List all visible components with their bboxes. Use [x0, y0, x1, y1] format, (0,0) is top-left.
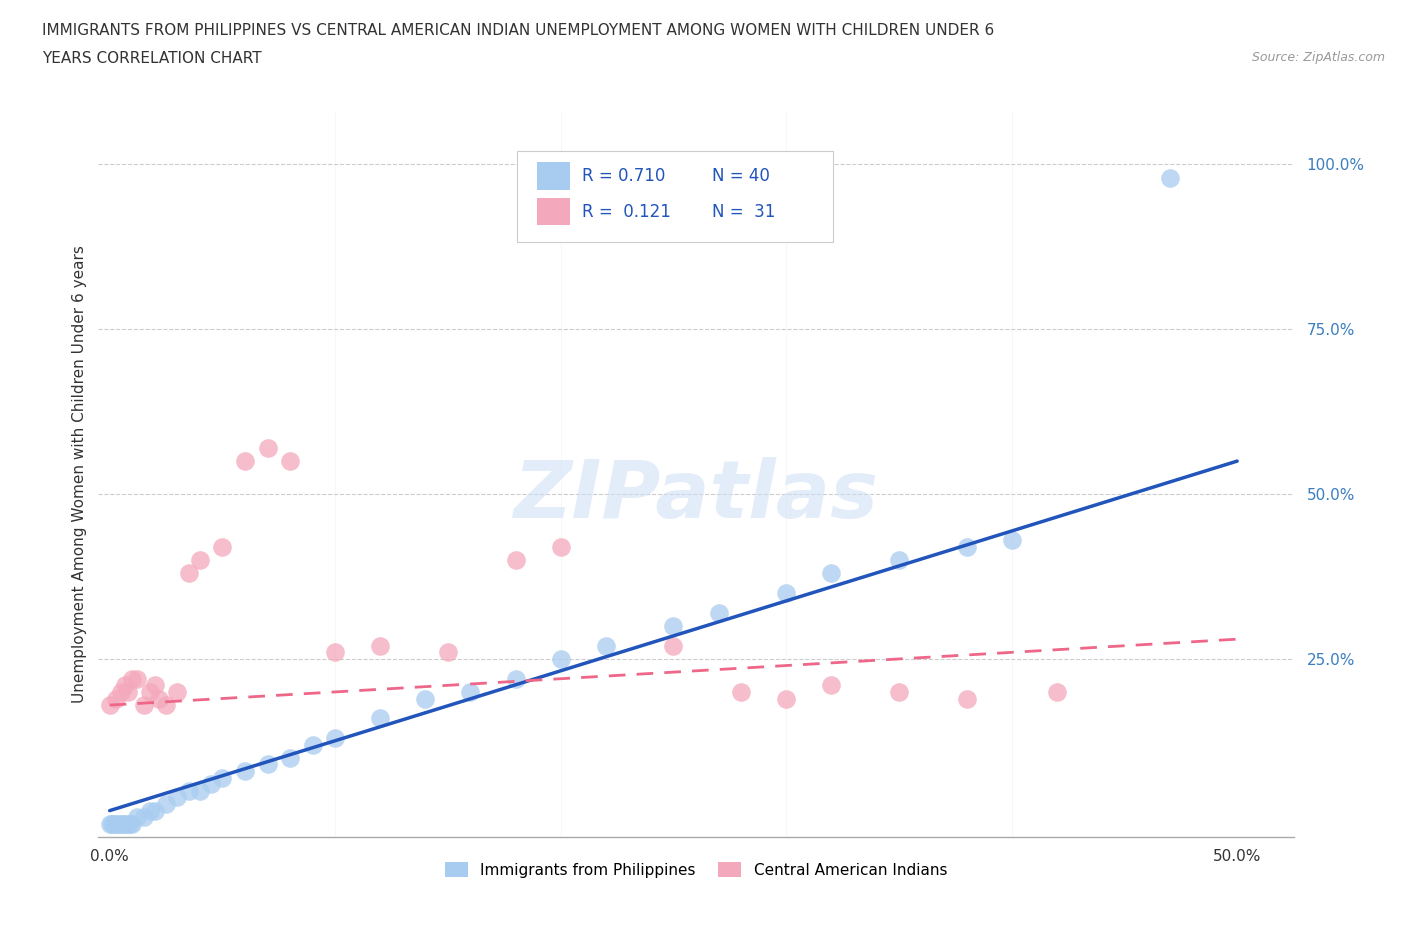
- Point: [211, 539, 233, 554]
- Point: [200, 777, 222, 791]
- Point: [550, 539, 572, 554]
- Point: [117, 684, 139, 699]
- Point: [707, 605, 730, 620]
- Point: [105, 691, 128, 706]
- Point: [368, 638, 391, 653]
- Text: ZIPatlas: ZIPatlas: [513, 457, 879, 535]
- Point: [820, 678, 842, 693]
- Point: [143, 804, 166, 818]
- Text: N =  31: N = 31: [711, 203, 775, 220]
- Text: R = 0.710: R = 0.710: [582, 167, 666, 185]
- Point: [177, 565, 200, 580]
- Point: [139, 804, 162, 818]
- Text: IMMIGRANTS FROM PHILIPPINES VS CENTRAL AMERICAN INDIAN UNEMPLOYMENT AMONG WOMEN : IMMIGRANTS FROM PHILIPPINES VS CENTRAL A…: [42, 23, 994, 38]
- Point: [887, 552, 910, 567]
- Point: [101, 817, 124, 831]
- Point: [166, 684, 188, 699]
- Point: [139, 684, 162, 699]
- Point: [211, 770, 233, 785]
- Point: [143, 678, 166, 693]
- Point: [256, 757, 278, 772]
- Point: [166, 790, 188, 804]
- Y-axis label: Unemployment Among Women with Children Under 6 years: Unemployment Among Women with Children U…: [72, 246, 87, 703]
- Point: [955, 539, 977, 554]
- Point: [278, 751, 301, 765]
- Point: [233, 764, 256, 778]
- Point: [114, 817, 136, 831]
- Text: Source: ZipAtlas.com: Source: ZipAtlas.com: [1251, 51, 1385, 64]
- Text: N = 40: N = 40: [711, 167, 769, 185]
- Legend: Immigrants from Philippines, Central American Indians: Immigrants from Philippines, Central Ame…: [439, 856, 953, 884]
- FancyBboxPatch shape: [537, 198, 571, 225]
- Point: [121, 671, 143, 686]
- Point: [550, 652, 572, 667]
- Point: [132, 810, 155, 825]
- Point: [505, 552, 527, 567]
- Point: [110, 817, 132, 831]
- Point: [662, 618, 685, 633]
- Point: [233, 454, 256, 469]
- Point: [107, 817, 129, 831]
- Point: [301, 737, 323, 752]
- Point: [125, 671, 148, 686]
- Point: [662, 638, 685, 653]
- FancyBboxPatch shape: [517, 152, 834, 242]
- Point: [595, 638, 617, 653]
- Point: [148, 691, 170, 706]
- Point: [1159, 170, 1181, 185]
- Point: [114, 678, 136, 693]
- Point: [105, 817, 128, 831]
- Point: [256, 441, 278, 456]
- Point: [110, 684, 132, 699]
- Point: [125, 810, 148, 825]
- Point: [278, 454, 301, 469]
- Point: [775, 691, 797, 706]
- Point: [437, 644, 460, 659]
- Point: [323, 644, 346, 659]
- Point: [118, 817, 141, 831]
- Point: [1001, 533, 1024, 548]
- Point: [103, 817, 125, 831]
- Text: YEARS CORRELATION CHART: YEARS CORRELATION CHART: [42, 51, 262, 66]
- Point: [820, 565, 842, 580]
- Point: [188, 783, 211, 798]
- Point: [775, 586, 797, 601]
- Point: [112, 817, 135, 831]
- Point: [460, 684, 482, 699]
- Point: [98, 817, 121, 831]
- Point: [188, 552, 211, 567]
- Point: [177, 783, 200, 798]
- Point: [368, 711, 391, 725]
- Point: [323, 731, 346, 746]
- Point: [955, 691, 977, 706]
- Text: R =  0.121: R = 0.121: [582, 203, 671, 220]
- Point: [132, 698, 155, 712]
- Point: [1046, 684, 1069, 699]
- Point: [98, 698, 121, 712]
- Point: [155, 797, 177, 812]
- Point: [730, 684, 752, 699]
- Point: [887, 684, 910, 699]
- Point: [121, 817, 143, 831]
- Point: [415, 691, 437, 706]
- Point: [155, 698, 177, 712]
- Point: [117, 817, 139, 831]
- Point: [505, 671, 527, 686]
- FancyBboxPatch shape: [537, 163, 571, 190]
